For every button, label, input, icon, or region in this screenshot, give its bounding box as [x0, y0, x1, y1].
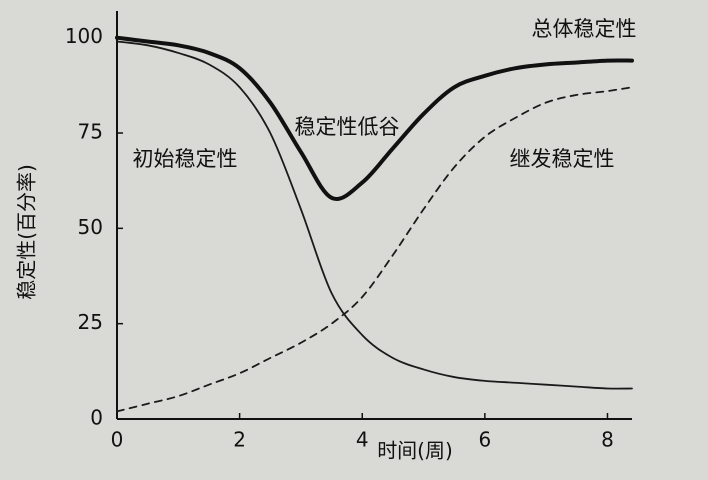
x-tick-label: 2 — [233, 428, 246, 452]
x-tick-label: 4 — [356, 428, 369, 452]
y-axis-label: 稳定性(百分率) — [15, 164, 39, 300]
x-tick-label: 6 — [478, 428, 491, 452]
series-line — [116, 86, 633, 413]
y-tick-label: 50 — [78, 215, 103, 239]
x-axis-label: 时间(周) — [377, 439, 453, 463]
x-tick-label: 0 — [111, 428, 124, 452]
series-label: 初始稳定性 — [133, 147, 238, 171]
y-tick-label: 25 — [78, 310, 103, 334]
series-label: 继发稳定性 — [510, 147, 615, 171]
series-label: 总体稳定性 — [532, 17, 637, 41]
x-tick-label: 8 — [601, 428, 614, 452]
series-line — [116, 40, 633, 390]
y-tick-label: 75 — [78, 120, 103, 144]
series-line — [115, 35, 634, 201]
y-tick-label: 0 — [90, 406, 103, 430]
y-tick-label: 100 — [65, 24, 103, 48]
annotation: 稳定性低谷 — [295, 115, 400, 139]
